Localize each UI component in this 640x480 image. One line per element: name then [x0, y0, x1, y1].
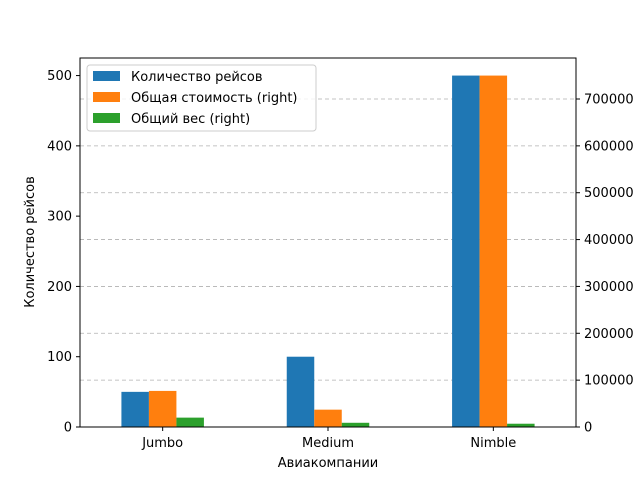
x-tick-label: Medium — [302, 436, 354, 451]
y-tick-label: 200 — [47, 280, 72, 295]
y2-tick-label: 300000 — [584, 280, 634, 295]
legend-label-weight: Общий вес (right) — [131, 112, 250, 127]
bar — [452, 75, 480, 428]
bar — [314, 409, 342, 427]
x-tick-label: Jumbo — [141, 436, 183, 451]
legend: Количество рейсов Общая стоимость (right… — [86, 64, 317, 132]
y-tick-label: 500 — [47, 69, 72, 84]
legend-swatch-weight — [93, 113, 120, 123]
legend-label-cost: Общая стоимость (right) — [131, 91, 298, 106]
y-tick-label: 0 — [64, 421, 72, 436]
bars-layer — [121, 75, 535, 428]
bar — [148, 390, 177, 427]
bar — [176, 417, 204, 427]
bar — [479, 75, 508, 428]
bar — [507, 423, 535, 427]
y-tick-label: 300 — [47, 210, 72, 225]
ticks-layer: 0 100 200 300 400 500 0 100000 200000 300000 40000… — [47, 69, 633, 451]
bar — [286, 356, 315, 427]
y-tick-label: 400 — [47, 139, 72, 154]
legend-box — [86, 64, 317, 132]
y2-tick-label: 100000 — [584, 374, 634, 389]
y2-tick-label: 600000 — [584, 139, 634, 154]
legend-label-flights: Количество рейсов — [131, 70, 263, 85]
bar — [121, 391, 149, 427]
x-axis-title: Авиакомпании — [278, 456, 378, 471]
y2-tick-label: 500000 — [584, 186, 634, 201]
legend-swatch-cost — [93, 92, 120, 102]
y2-tick-label: 400000 — [584, 233, 634, 248]
bar — [341, 422, 370, 427]
y2-tick-label: 700000 — [584, 93, 634, 108]
y2-tick-label: 0 — [584, 421, 592, 436]
x-tick-label: Nimble — [470, 436, 516, 451]
y-tick-label: 100 — [47, 350, 72, 365]
y2-tick-label: 200000 — [584, 327, 634, 342]
legend-swatch-flights — [93, 71, 120, 81]
y-axis-title: Количество рейсов — [23, 176, 38, 308]
